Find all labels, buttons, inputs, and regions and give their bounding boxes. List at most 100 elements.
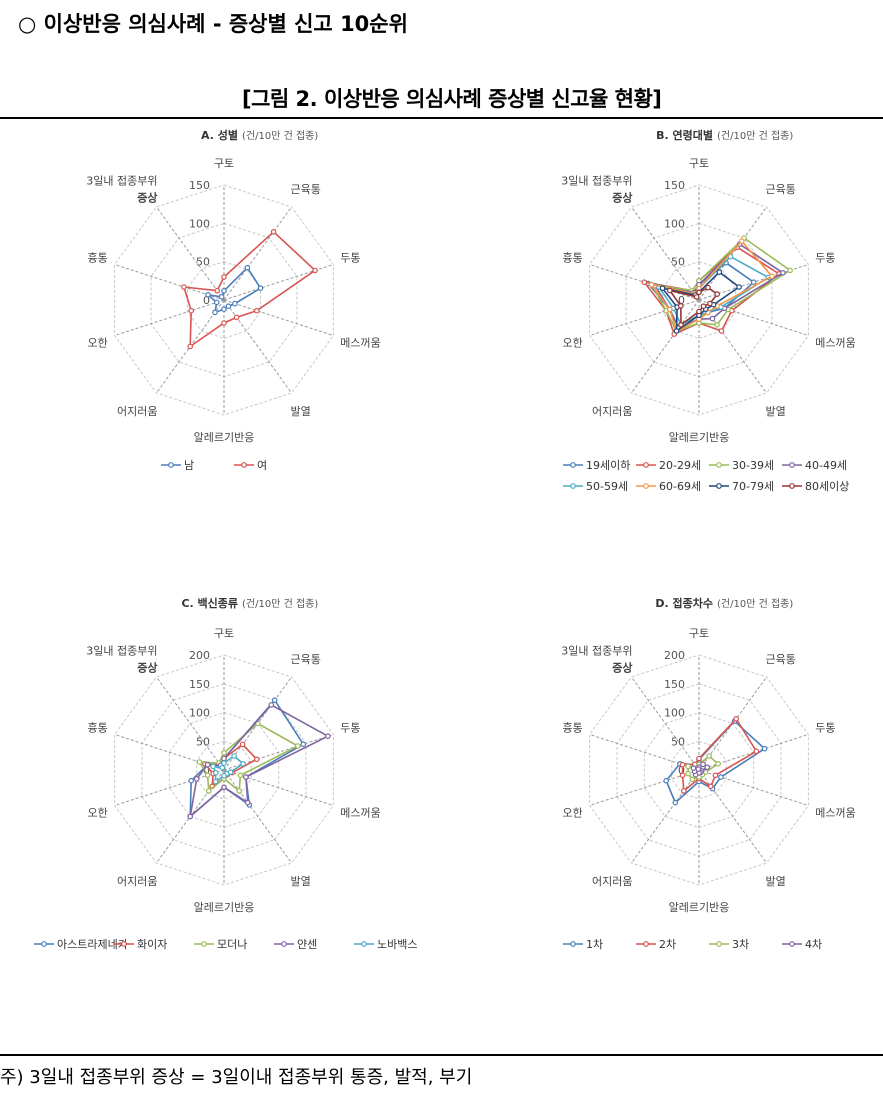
axis-spoke (114, 263, 225, 301)
axis-spoke (698, 769, 767, 864)
axis-label: 발열 (291, 405, 311, 418)
data-point (204, 772, 211, 779)
data-point (716, 269, 723, 275)
data-point (218, 294, 225, 300)
legend-marker (789, 941, 795, 947)
legend-item: 1차 (563, 938, 603, 951)
axis-label: 어지러움 (592, 405, 632, 418)
axis-spoke (631, 676, 700, 771)
data-point (253, 756, 260, 763)
chart-title: C. 백신종류 (181, 596, 238, 610)
data-point (706, 753, 712, 759)
legend-marker (361, 941, 367, 947)
axis-label: 증상 (137, 661, 157, 675)
axis-label: 발열 (766, 875, 786, 888)
data-point (188, 777, 195, 784)
figure-title: [그림 2. 이상반응 의심사례 증상별 신고율 현황] (242, 87, 662, 111)
data-point (268, 702, 275, 708)
data-point (214, 287, 221, 294)
axis-spoke (114, 769, 225, 807)
data-point (300, 741, 307, 748)
legend-item: 19세이하 (563, 458, 630, 472)
legend-marker (716, 462, 722, 468)
data-point (704, 764, 711, 771)
legend-label: 1차 (586, 938, 603, 951)
data-point (680, 788, 687, 794)
legend-label: 40-49세 (805, 459, 847, 472)
legend-item: 80세이상 (782, 480, 849, 493)
axis-spoke (223, 769, 292, 864)
axis-spoke (156, 206, 225, 301)
top-rule (0, 117, 883, 119)
legend-item: 20-29세 (636, 459, 701, 472)
axis-label: 증상 (612, 661, 632, 675)
axis-label: 구토 (689, 627, 709, 640)
data-point (225, 303, 232, 310)
legend-label: 60-69세 (659, 480, 701, 493)
legend-label: 아스트라제네카 (57, 938, 128, 951)
chart-title: D. 접종차수 (655, 596, 713, 610)
data-point (221, 320, 227, 326)
legend-item: 4차 (782, 938, 822, 951)
axis-label: 오한 (87, 336, 107, 349)
legend-item: 아스트라제네카 (34, 938, 128, 951)
legend-label: 4차 (805, 938, 822, 951)
legend-marker (789, 483, 795, 489)
axis-label: 근육통 (766, 183, 796, 196)
axis-label: 메스꺼움 (815, 806, 855, 819)
data-point (221, 749, 227, 756)
data-point (707, 300, 713, 307)
data-point (696, 308, 702, 315)
legend-item: 여 (234, 459, 267, 472)
data-point (705, 284, 711, 291)
axis-spoke (631, 206, 700, 301)
tick-label: 0 (203, 764, 210, 777)
data-point (714, 291, 721, 297)
data-point (769, 273, 775, 280)
data-point (666, 287, 673, 294)
data-point (219, 764, 226, 771)
legend-label: 30-39세 (732, 459, 774, 472)
data-point (715, 760, 721, 767)
legend-item: 얀센 (274, 937, 317, 951)
legend-marker (570, 483, 576, 489)
data-point (718, 328, 725, 334)
axis-label: 알레르기반응 (669, 900, 730, 914)
axis-label: 오한 (87, 806, 107, 819)
data-point (213, 769, 219, 776)
data-point (685, 770, 691, 777)
data-point (193, 776, 200, 782)
axis-label: 두통 (815, 722, 835, 735)
axis-label: 근육통 (291, 653, 321, 666)
data-point (233, 314, 240, 321)
data-point (663, 777, 670, 784)
axis-label: 발열 (291, 875, 311, 888)
legend-item: 3차 (709, 938, 749, 951)
axis-spoke (698, 769, 809, 807)
data-point (678, 321, 684, 328)
data-point (212, 309, 218, 316)
legend-item: 2차 (636, 938, 676, 951)
tick-label: 50 (671, 256, 685, 269)
axis-label: 구토 (689, 157, 709, 170)
legend-marker (168, 462, 174, 468)
data-point (761, 745, 768, 752)
chart-unit: (건/10만 건 접종) (242, 130, 318, 142)
axis-label: 3일내 접종부위 (561, 644, 632, 658)
data-point (213, 299, 220, 306)
legend-marker (643, 462, 649, 468)
data-point (232, 300, 238, 307)
tick-label: 200 (189, 649, 210, 662)
data-point (700, 303, 707, 310)
data-point (244, 799, 251, 806)
axis-label: 오한 (562, 336, 582, 349)
bottom-rule (0, 1054, 883, 1056)
tick-label: 100 (189, 217, 210, 230)
data-point (231, 753, 237, 759)
data-point (221, 755, 227, 762)
legend-label: 50-59세 (586, 480, 628, 493)
tick-label: 150 (189, 678, 210, 691)
legend-marker (643, 941, 649, 947)
